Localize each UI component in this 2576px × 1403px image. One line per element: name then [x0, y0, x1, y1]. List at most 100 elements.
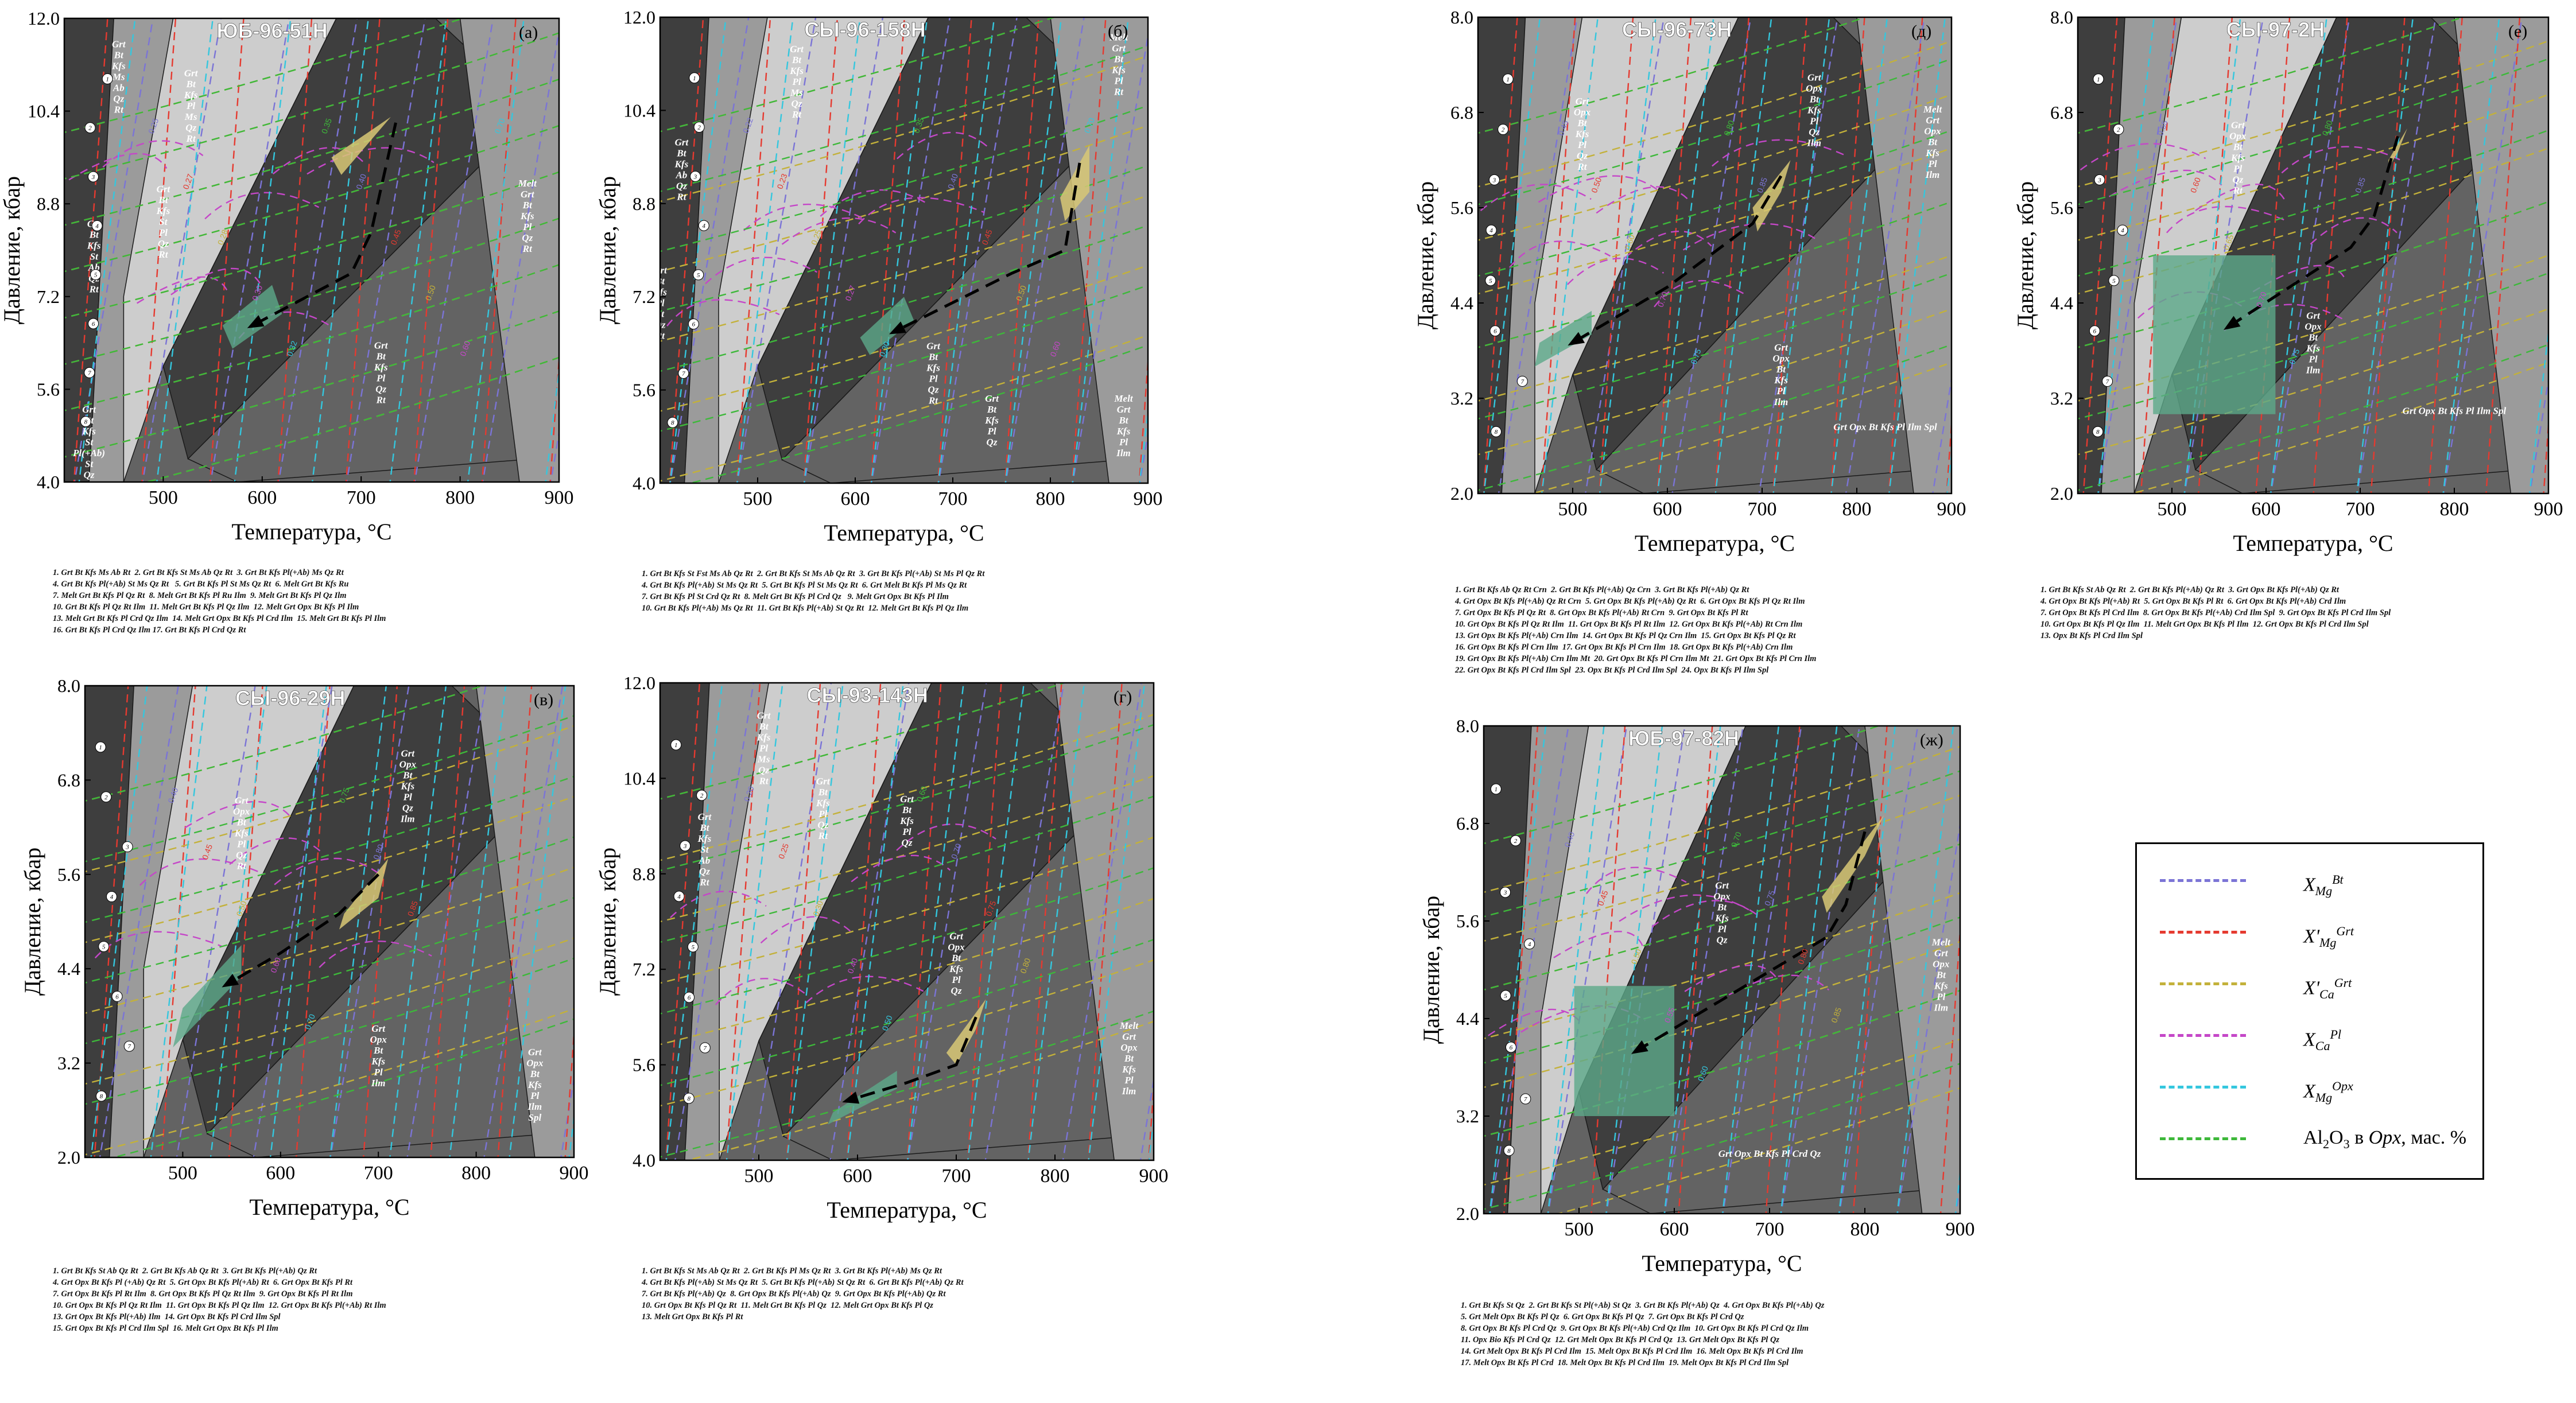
- y-tick-label: 4.0: [633, 1150, 655, 1171]
- pt-path-arrowhead: [1568, 332, 1585, 346]
- isopleth: [170, 267, 261, 296]
- y-tick-label: 10.4: [623, 100, 655, 121]
- field-number: 4: [95, 223, 99, 230]
- plot-frame: [659, 16, 1149, 484]
- field-number: 4: [2121, 227, 2124, 234]
- field-label: Grt Opx Bt Kfs Pl Qz: [948, 931, 965, 996]
- field-number: 7: [1521, 378, 1524, 385]
- isopleth: [269, 686, 327, 1157]
- isopleth: [1946, 448, 1952, 493]
- field-number: 7: [682, 370, 685, 377]
- isopleth: [2529, 376, 2548, 493]
- y-tick-label: 7.2: [37, 286, 60, 307]
- field-number-marker: [100, 791, 112, 803]
- isopleth: [1478, 40, 1952, 188]
- isopleth: [1484, 843, 1960, 991]
- field-number-marker: [102, 73, 113, 84]
- field-label: Melt Grt Bt Kfs Pl Qz Rt: [518, 178, 537, 254]
- isopleth: [1489, 726, 1569, 1214]
- y-tick-label: 4.4: [2050, 293, 2073, 313]
- isopleth: [64, 264, 559, 411]
- field-number-marker: [1489, 174, 1500, 185]
- x-tick-label: 500: [1558, 499, 1588, 520]
- isopleth: [1484, 916, 1960, 1064]
- chart-c-svg: Grt Opx Bt Kfs Pl Qz Rt Grt Opx Bt Kfs Pl Qz Ilm Grt Op…: [20, 675, 589, 1220]
- isopleth: [1714, 17, 1772, 493]
- y-tick-label: 8.8: [633, 193, 655, 214]
- y-tick-label: 10.4: [28, 101, 60, 122]
- y-tick-label: 6.8: [1456, 813, 1479, 834]
- x-axis-title: Температура, °С: [827, 1197, 987, 1223]
- isopleth: [1585, 17, 1665, 493]
- y-axis-title: Давление, кбар: [595, 176, 620, 324]
- field-number: 2: [2117, 127, 2120, 134]
- isopleth: [665, 683, 701, 1160]
- legend-line: [2160, 879, 2246, 882]
- legend-label: X'CaGrt: [2303, 976, 2352, 1002]
- isopleth: [1619, 894, 1749, 922]
- field-label: Grt Opx Bt Kfs Pl Ilm Spl: [1833, 421, 1937, 432]
- isopleth: [1148, 1113, 1154, 1160]
- isopleth: [1027, 683, 1062, 1160]
- isopleth: [1553, 931, 1644, 959]
- isopleth: [660, 713, 1154, 861]
- field-number: 6: [688, 994, 691, 1001]
- isopleth: [937, 17, 995, 483]
- field-number: 2: [700, 792, 704, 799]
- isopleth: [937, 17, 972, 483]
- trend-area: [173, 945, 242, 1048]
- isopleth: [1088, 683, 1146, 1160]
- field-number: 2: [1502, 127, 1505, 134]
- x-tick-label: 700: [938, 488, 968, 510]
- field-number-marker: [689, 170, 701, 182]
- isopleth: [144, 356, 559, 482]
- isopleth: [1062, 683, 1142, 1160]
- isopleth: [64, 217, 559, 365]
- isopleth: [2078, 17, 2465, 134]
- isopleth: [2356, 17, 2437, 493]
- field-number: 5: [1489, 278, 1492, 285]
- phase-fields: Grt Opx Bt Kfs Pl Qz Rt Grt Opx Bt Kfs Pl Qz Ilm Grt Op…: [85, 686, 574, 1157]
- panel-title: СЫ-96-29Н: [235, 686, 345, 710]
- trend-area: [2153, 255, 2276, 414]
- isopleth: [1541, 17, 1599, 493]
- x-tick-label: 900: [1946, 1219, 1975, 1240]
- plot-frame: [1483, 725, 1961, 1215]
- plot-frame: [2077, 16, 2550, 495]
- y-tick-label: 5.6: [633, 380, 655, 401]
- panel-letter: (д): [1911, 22, 1931, 41]
- isopleth: [660, 939, 1154, 1086]
- field-number-marker: [2089, 325, 2100, 337]
- chart-d-svg: Grt Bt Kfs Pl Ms Qz Rt Grt Bt Kfs St Ab Qz Rt Grt Bt Kfs…: [595, 673, 1169, 1223]
- isopleth: [139, 858, 264, 886]
- x-tick-label: 800: [1036, 488, 1065, 510]
- isopleth: [1954, 1167, 1960, 1214]
- field-number-marker: [683, 1093, 695, 1104]
- isopleth: [136, 276, 228, 304]
- isopleth: [2109, 169, 2222, 197]
- isopleths: [1484, 726, 1960, 1214]
- isopleth: [1586, 866, 1687, 895]
- isopleth: [705, 256, 818, 285]
- isopleth: [329, 686, 387, 1157]
- phase-field: [1856, 17, 1952, 493]
- field-number: 1: [674, 742, 678, 749]
- field-label: Grt Opx Bt Kfs Pl Ilm: [1772, 342, 1790, 407]
- isopleth: [2129, 362, 2548, 493]
- legend-line: [2160, 1086, 2246, 1089]
- isopleth: [803, 17, 861, 483]
- isopleth: [2269, 17, 2327, 493]
- x-tick-label: 900: [1134, 488, 1163, 510]
- isopleth: [1722, 726, 1802, 1214]
- isopleth: [1852, 726, 1888, 1214]
- isopleth: [1596, 186, 1691, 214]
- isopleths: [2078, 17, 2548, 493]
- field-label: Grt Bt Kfs Ms Ab Qz Rt: [111, 39, 126, 115]
- x-tick-label: 700: [2346, 499, 2375, 520]
- isopleth: [858, 197, 985, 225]
- field-number: 2: [88, 125, 92, 132]
- y-tick-label: 2.0: [1456, 1203, 1479, 1224]
- field-number: 2: [104, 794, 108, 801]
- isopleth: [1072, 32, 1148, 483]
- field-number: 8: [100, 1093, 103, 1100]
